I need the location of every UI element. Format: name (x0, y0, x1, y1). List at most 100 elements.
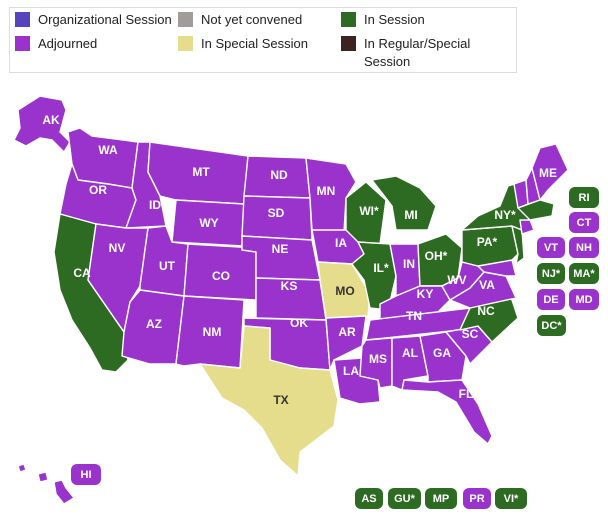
state-label-nd: ND (270, 168, 288, 182)
state-me[interactable] (531, 143, 569, 201)
legend-item-not-yet-convened: Not yet convened (178, 11, 302, 29)
badge-label: GU* (394, 492, 415, 505)
state-hi[interactable] (17, 463, 75, 505)
badge-gu[interactable]: GU* (388, 488, 421, 509)
state-label-ny: NY* (494, 208, 516, 222)
state-label-ga: GA (433, 346, 451, 360)
state-mi[interactable] (371, 175, 437, 231)
state-label-wy: WY (199, 216, 218, 230)
badge-label: PR (469, 492, 485, 505)
legend-label: Not yet convened (201, 12, 303, 27)
state-label-ar: AR (338, 325, 356, 339)
state-tx[interactable] (199, 325, 339, 477)
badge-ri[interactable]: RI (569, 187, 599, 208)
badge-nj[interactable]: NJ* (537, 263, 565, 284)
badge-label: RI (578, 191, 590, 204)
legend-label: In Regular/Special Session (364, 36, 471, 69)
state-label-me: ME (539, 166, 557, 180)
state-label-ks: KS (281, 279, 298, 293)
state-ct[interactable] (519, 219, 535, 235)
state-label-fl: FL (459, 387, 474, 401)
badge-hi[interactable]: HI (71, 464, 101, 485)
badge-pr[interactable]: PR (463, 488, 491, 509)
state-label-mn: MN (317, 184, 336, 198)
state-label-oh: OH* (425, 249, 448, 263)
state-label-ut: UT (159, 259, 176, 273)
state-label-tx: TX (273, 393, 288, 407)
legend-swatch-regular-special (341, 36, 356, 51)
badge-label: HI (80, 468, 92, 481)
badge-de[interactable]: DE (537, 289, 565, 310)
state-label-wi: WI* (359, 204, 379, 218)
state-label-sd: SD (268, 206, 285, 220)
state-label-tn: TN (406, 309, 422, 323)
state-label-in: IN (403, 257, 415, 271)
state-label-az: AZ (146, 317, 162, 331)
state-label-ky: KY (417, 287, 434, 301)
state-label-ms: MS (369, 352, 387, 366)
state-label-mi: MI (404, 208, 417, 222)
legend-label: In Session (364, 12, 425, 27)
legend-swatch-special-session (178, 36, 193, 51)
legend-swatch-in-session (341, 12, 356, 27)
legend-label: Organizational Session (38, 12, 172, 27)
legend-swatch-organizational (15, 12, 30, 27)
badge-label: VT (543, 241, 559, 254)
us-map: AK WA OR CA ID NV MT WY UT AZ CO NM ND S… (13, 95, 569, 505)
state-label-nm: NM (203, 325, 222, 339)
state-nv[interactable] (87, 223, 149, 333)
state-label-ak: AK (42, 113, 60, 127)
state-label-la: LA (343, 364, 359, 378)
state-label-mo: MO (335, 284, 354, 298)
badge-as[interactable]: AS (355, 488, 383, 509)
badge-label: AS (361, 492, 377, 505)
legend-item-adjourned: Adjourned (15, 35, 97, 53)
state-label-ia: IA (335, 236, 347, 250)
badge-md[interactable]: MD (569, 289, 599, 310)
state-label-ca: CA (73, 266, 91, 280)
state-label-id: ID (149, 198, 161, 212)
state-label-mt: MT (192, 165, 210, 179)
legend-item-organizational: Organizational Session (15, 11, 172, 29)
badge-label: MA* (573, 267, 595, 280)
state-fl[interactable] (401, 379, 493, 445)
badge-label: NH (576, 241, 592, 254)
badge-label: DC* (541, 319, 562, 332)
state-ak[interactable] (13, 95, 71, 153)
legend-item-regular-special: In Regular/Special Session (341, 35, 506, 71)
state-label-or: OR (89, 183, 107, 197)
legend-item-in-session: In Session (341, 11, 425, 29)
state-label-co: CO (212, 269, 230, 283)
badge-vt[interactable]: VT (537, 237, 565, 258)
state-ma[interactable] (517, 199, 555, 221)
state-mn[interactable] (305, 157, 357, 233)
badge-nh[interactable]: NH (569, 237, 599, 258)
state-ms[interactable] (359, 337, 393, 389)
legend-swatch-not-yet-convened (178, 12, 193, 27)
state-label-sc: SC (462, 327, 479, 341)
state-label-nc: NC (477, 304, 495, 318)
state-label-nv: NV (109, 241, 126, 255)
state-label-al: AL (402, 346, 418, 360)
legend-label: In Special Session (201, 36, 308, 51)
legend-swatch-adjourned (15, 36, 30, 51)
state-label-ok: OK (290, 316, 308, 330)
badge-label: NJ* (541, 267, 561, 280)
badge-dc[interactable]: DC* (537, 315, 566, 336)
badge-label: MD (575, 293, 593, 306)
badge-label: CT (576, 216, 592, 229)
state-label-wv: WV (447, 273, 466, 287)
badge-label: VI* (503, 492, 519, 505)
state-label-ne: NE (272, 242, 289, 256)
legend-item-special-session: In Special Session (178, 35, 308, 53)
badge-label: DE (543, 293, 559, 306)
badge-mp[interactable]: MP (425, 488, 457, 509)
state-label-va: VA (479, 278, 495, 292)
state-wa[interactable] (67, 127, 139, 189)
badge-ct[interactable]: CT (569, 212, 599, 233)
legend-label: Adjourned (38, 36, 98, 51)
state-label-il: IL* (373, 261, 389, 275)
state-ar[interactable] (325, 315, 367, 371)
badge-ma[interactable]: MA* (569, 263, 599, 284)
badge-vi[interactable]: VI* (495, 488, 527, 509)
